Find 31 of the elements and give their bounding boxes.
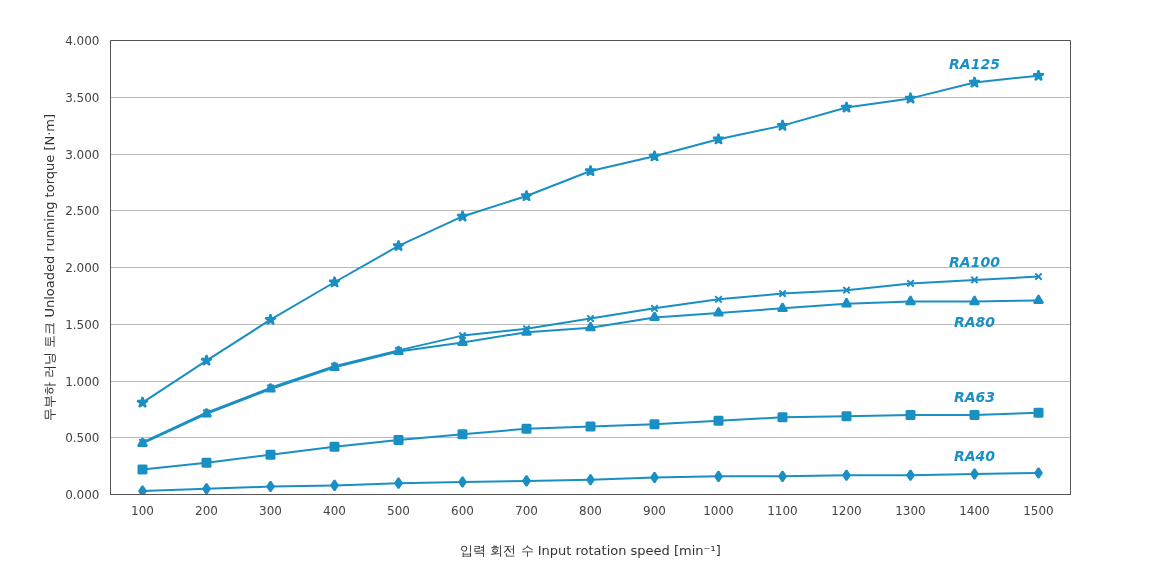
y-axis-title: 무부하 러닝 토크 Unloaded running torque [N·m] — [42, 113, 58, 422]
x-tick-label: 1200 — [831, 503, 862, 518]
x-tick-label: 1400 — [959, 503, 990, 518]
x-tick-label: 1500 — [1023, 503, 1054, 518]
y-tick-label: 4.000 — [65, 34, 100, 48]
series-label: RA40 — [953, 448, 996, 465]
y-tick-label: 2.500 — [65, 204, 100, 219]
x-tick-label: 200 — [195, 503, 218, 518]
y-tick-label: 1.500 — [65, 317, 100, 332]
x-tick-label: 400 — [323, 503, 346, 518]
x-tick-label: 700 — [515, 503, 538, 518]
x-tick-label: 1000 — [703, 503, 734, 518]
series-label: RA100 — [949, 253, 1001, 270]
y-tick-label: 3.000 — [65, 147, 100, 162]
x-tick-label: 100 — [131, 503, 154, 518]
y-tick-label: 1.000 — [65, 374, 100, 389]
x-tick-label: 500 — [387, 503, 410, 518]
series-label: RA125 — [949, 56, 1001, 73]
y-tick-label: 3.500 — [65, 90, 100, 105]
series-label: RA63 — [953, 389, 996, 406]
x-tick-label: 300 — [259, 503, 282, 518]
y-tick-label: 0.000 — [65, 488, 100, 502]
x-tick-label: 1300 — [895, 503, 926, 518]
series-label: RA80 — [953, 313, 996, 330]
x-tick-label: 900 — [643, 503, 666, 518]
x-tick-label: 1100 — [767, 503, 798, 518]
x-tick-label: 600 — [451, 503, 474, 518]
x-tick-label: 800 — [579, 503, 602, 518]
y-tick-label: 2.000 — [65, 261, 100, 275]
y-tick-label: 0.500 — [65, 431, 100, 446]
x-axis-title: 입력 회전 수 Input rotation speed [min⁻¹] — [460, 542, 721, 558]
